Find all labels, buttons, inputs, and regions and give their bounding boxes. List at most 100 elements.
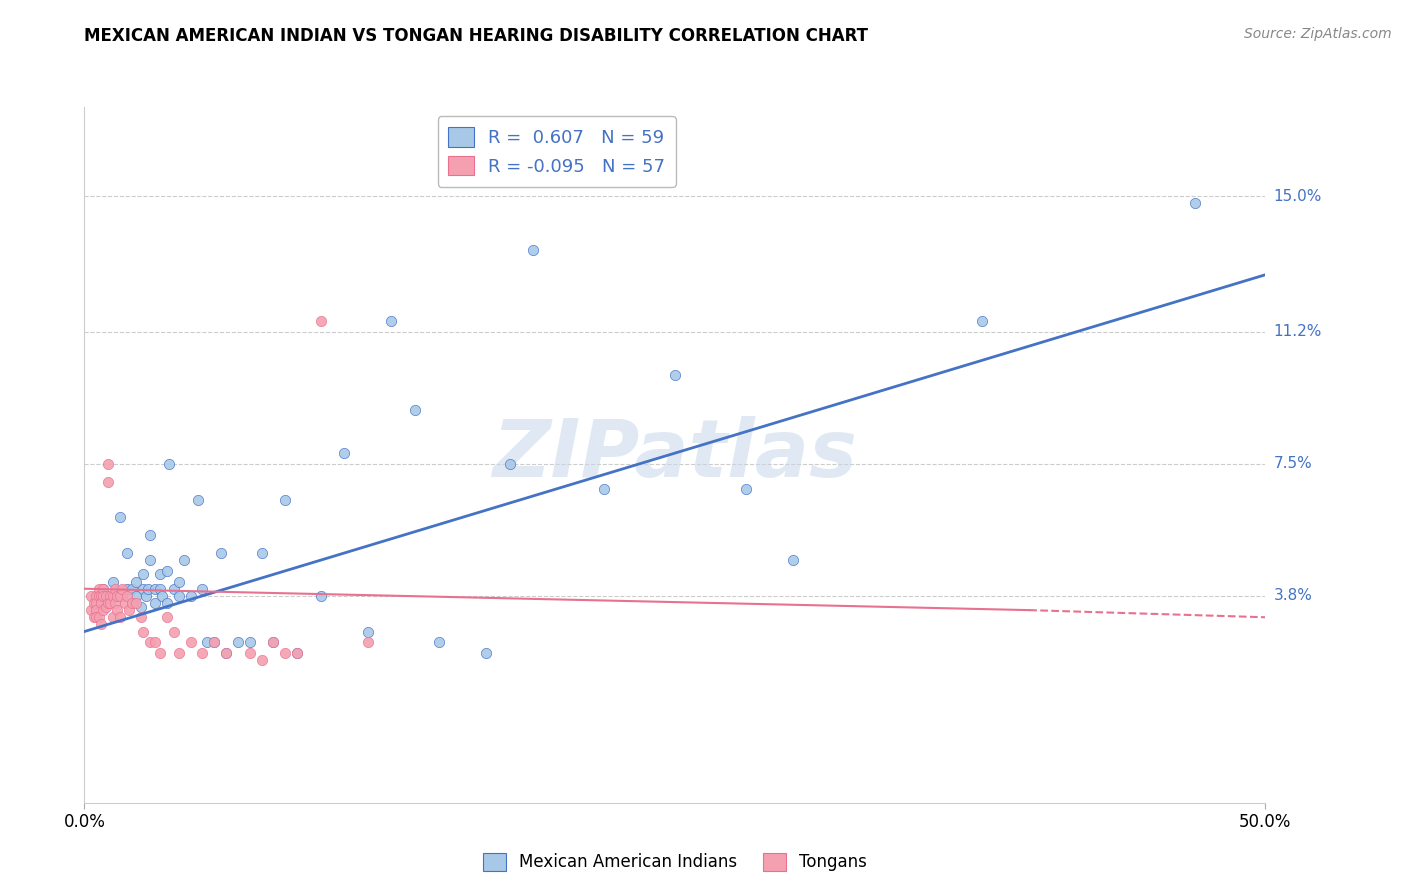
Point [84, 596, 107, 610]
Point [98, 589, 121, 603]
Point [90, 589, 112, 603]
Text: MEXICAN AMERICAN INDIAN VS TONGAN HEARING DISABILITY CORRELATION CHART: MEXICAN AMERICAN INDIAN VS TONGAN HEARIN… [84, 27, 869, 45]
Point [139, 528, 162, 542]
Point [333, 446, 356, 460]
Legend: Mexican American Indians, Tongans: Mexican American Indians, Tongans [477, 846, 873, 878]
Point [132, 567, 155, 582]
Point [239, 635, 262, 649]
Point [111, 582, 134, 596]
Point [734, 482, 756, 496]
Text: ZIPatlas: ZIPatlas [492, 416, 858, 494]
Point [101, 610, 124, 624]
Point [970, 314, 993, 328]
Point [91, 582, 114, 596]
Point [80, 603, 103, 617]
Point [101, 589, 124, 603]
Point [115, 582, 138, 596]
Point [380, 314, 402, 328]
Point [108, 610, 131, 624]
Text: 3.8%: 3.8% [1274, 589, 1313, 603]
Point [101, 589, 124, 603]
Text: 11.2%: 11.2% [1274, 325, 1322, 339]
Point [97, 475, 120, 489]
Point [156, 564, 179, 578]
Point [215, 646, 238, 660]
Point [83, 610, 105, 624]
Point [125, 596, 148, 610]
Point [104, 582, 127, 596]
Point [274, 492, 297, 507]
Point [173, 553, 195, 567]
Point [404, 403, 426, 417]
Point [593, 482, 616, 496]
Point [498, 457, 520, 471]
Point [209, 546, 232, 560]
Point [125, 574, 148, 589]
Point [143, 596, 166, 610]
Point [125, 589, 148, 603]
Point [97, 596, 120, 610]
Point [285, 646, 308, 660]
Point [136, 582, 159, 596]
Point [239, 646, 262, 660]
Point [149, 567, 172, 582]
Point [139, 553, 162, 567]
Point [107, 589, 129, 603]
Point [101, 574, 124, 589]
Point [285, 646, 308, 660]
Point [107, 603, 129, 617]
Point [262, 635, 284, 649]
Point [522, 243, 544, 257]
Point [156, 610, 179, 624]
Point [195, 635, 218, 649]
Point [664, 368, 686, 382]
Point [135, 589, 157, 603]
Point [309, 589, 332, 603]
Point [84, 610, 107, 624]
Point [250, 653, 273, 667]
Point [115, 546, 138, 560]
Point [167, 574, 190, 589]
Point [163, 582, 186, 596]
Point [94, 589, 117, 603]
Point [156, 596, 179, 610]
Point [202, 635, 225, 649]
Point [357, 624, 380, 639]
Point [118, 603, 141, 617]
Point [90, 596, 112, 610]
Point [191, 582, 214, 596]
Point [149, 582, 172, 596]
Point [150, 589, 173, 603]
Point [226, 635, 249, 649]
Point [191, 646, 214, 660]
Point [782, 553, 804, 567]
Point [108, 589, 131, 603]
Point [132, 582, 155, 596]
Point [139, 635, 162, 649]
Point [143, 582, 166, 596]
Point [250, 546, 273, 560]
Point [98, 596, 121, 610]
Point [91, 603, 114, 617]
Point [108, 510, 131, 524]
Point [132, 624, 155, 639]
Point [157, 457, 180, 471]
Point [115, 589, 138, 603]
Point [427, 635, 450, 649]
Point [87, 610, 110, 624]
Point [90, 617, 112, 632]
Point [84, 589, 107, 603]
Point [80, 589, 103, 603]
Point [357, 635, 380, 649]
Point [149, 646, 172, 660]
Point [84, 589, 107, 603]
Point [121, 596, 143, 610]
Point [121, 596, 143, 610]
Point [114, 596, 136, 610]
Point [91, 589, 114, 603]
Point [83, 596, 105, 610]
Point [87, 582, 110, 596]
Point [111, 589, 134, 603]
Point [91, 582, 114, 596]
Point [475, 646, 498, 660]
